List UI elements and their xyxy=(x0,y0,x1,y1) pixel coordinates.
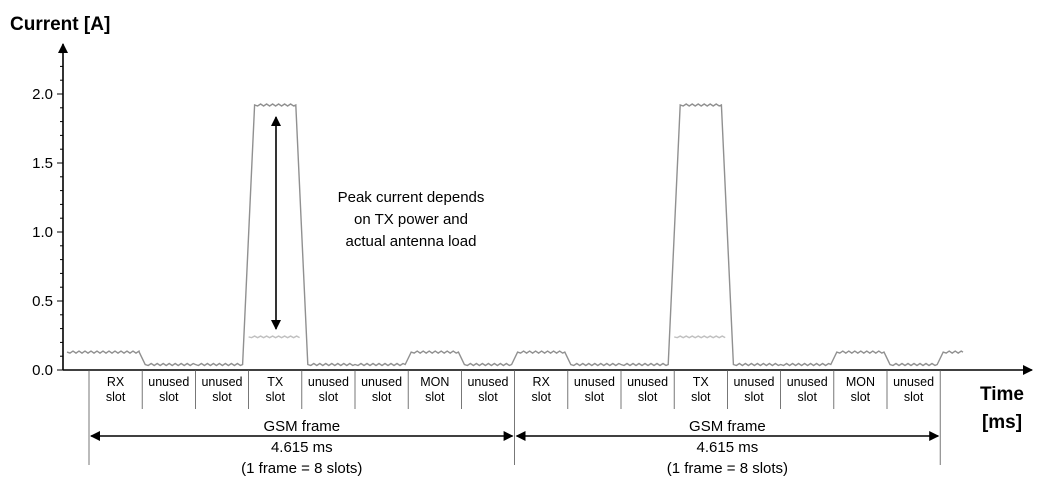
slot-label-type: unused xyxy=(627,375,668,389)
slot-label-type: TX xyxy=(693,375,710,389)
frame-label-background xyxy=(685,416,770,435)
y-tick-label: 1.0 xyxy=(32,224,53,241)
slot-label-type: unused xyxy=(893,375,934,389)
slot-label-word: slot xyxy=(106,390,126,404)
slot-label-type: TX xyxy=(267,375,284,389)
annotation-line-1: Peak current depends xyxy=(338,189,485,206)
slot-label-word: slot xyxy=(212,390,232,404)
y-tick-group: 0.0 0.5 1.0 1.5 2.0 xyxy=(32,52,63,379)
slot-label-word: slot xyxy=(478,390,498,404)
gsm-frame-group: GSM frame 4.615 ms (1 frame = 8 slots) GSM … xyxy=(90,416,940,477)
slot-label-type: unused xyxy=(733,375,774,389)
slot-label-word: slot xyxy=(638,390,658,404)
slot-label-type: unused xyxy=(787,375,828,389)
slot-label-type: unused xyxy=(201,375,242,389)
annotation-line-3: actual antenna load xyxy=(346,233,477,250)
slot-divider-group xyxy=(88,370,941,465)
y-tick-label: 2.0 xyxy=(32,86,53,103)
frame-label-background xyxy=(259,416,344,435)
slot-label-type: unused xyxy=(148,375,189,389)
slot-label-word: slot xyxy=(372,390,392,404)
tx-low-level-line xyxy=(248,335,300,339)
tx-low-level-group xyxy=(248,335,726,339)
slot-label-word: slot xyxy=(159,390,179,404)
x-axis-label-line-1: Time xyxy=(980,384,1024,405)
x-axis-label-line-2: [ms] xyxy=(982,412,1022,433)
slot-label-word: slot xyxy=(744,390,764,404)
slot-label-word: slot xyxy=(851,390,871,404)
slot-label-group: RXslotunusedslotunusedslotTXslotunusedsl… xyxy=(106,375,934,404)
gsm-frame-label: 4.615 ms xyxy=(697,439,759,456)
slot-label-word: slot xyxy=(531,390,551,404)
current-waveform-line xyxy=(66,103,964,367)
y-tick-label: 0.5 xyxy=(32,293,53,310)
y-tick-label: 1.5 xyxy=(32,155,53,172)
gsm-frame-label: (1 frame = 8 slots) xyxy=(241,460,362,477)
slot-label-type: MON xyxy=(846,375,875,389)
slot-label-type: unused xyxy=(361,375,402,389)
gsm-frame-label: GSM frame xyxy=(263,418,340,435)
slot-label-word: slot xyxy=(585,390,605,404)
slot-label-word: slot xyxy=(319,390,339,404)
slot-label-type: RX xyxy=(107,375,125,389)
slot-label-type: unused xyxy=(574,375,615,389)
slot-label-type: MON xyxy=(420,375,449,389)
slot-label-type: unused xyxy=(308,375,349,389)
y-tick-label: 0.0 xyxy=(32,362,53,379)
slot-label-word: slot xyxy=(691,390,711,404)
annotation-line-2: on TX power and xyxy=(354,211,468,228)
gsm-frame-label: 4.615 ms xyxy=(271,439,333,456)
tx-low-level-line xyxy=(674,335,726,339)
slot-label-word: slot xyxy=(265,390,285,404)
gsm-frame-label: (1 frame = 8 slots) xyxy=(667,460,788,477)
slot-label-word: slot xyxy=(425,390,445,404)
slot-label-type: RX xyxy=(533,375,551,389)
y-axis-label: Current [A] xyxy=(10,14,110,35)
slot-label-word: slot xyxy=(904,390,924,404)
slot-label-type: unused xyxy=(467,375,508,389)
gsm-frame-label: GSM frame xyxy=(689,418,766,435)
slot-label-word: slot xyxy=(797,390,817,404)
